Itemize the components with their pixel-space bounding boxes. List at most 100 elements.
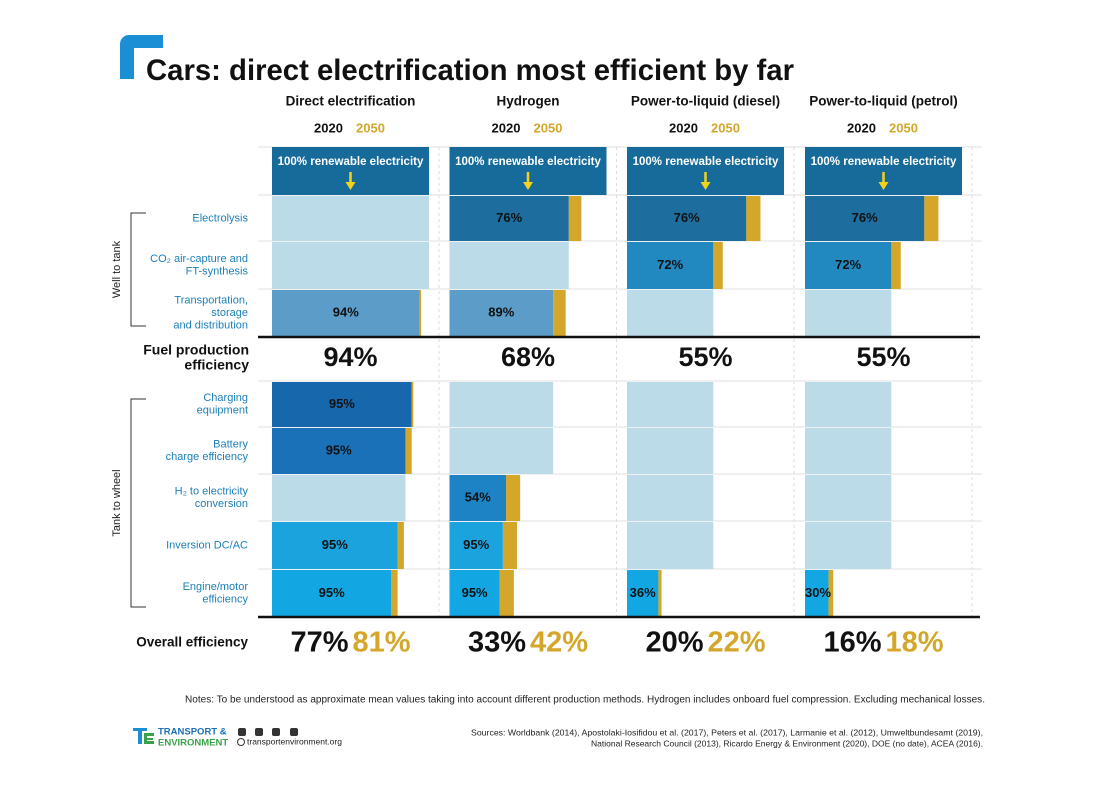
step-bar xyxy=(805,196,925,241)
step-bar-2050 xyxy=(891,242,901,289)
stage-label: CO₂ air-capture and xyxy=(150,253,248,265)
social-icon xyxy=(272,728,280,736)
stage-label: equipment xyxy=(197,405,248,417)
pass-bar xyxy=(272,242,429,289)
step-label: 76% xyxy=(674,210,700,225)
source-label: 100% renewable electricity xyxy=(811,156,957,168)
step-bar-2050 xyxy=(405,428,412,474)
pathway-name: Hydrogen xyxy=(496,94,559,109)
pass-bar xyxy=(449,382,554,427)
overall-efficiency: 18% xyxy=(885,627,943,659)
pass-bar xyxy=(627,522,714,569)
year-label: 2020 xyxy=(314,120,343,135)
step-bar xyxy=(449,290,554,336)
step-bar-2050 xyxy=(506,475,521,521)
group-label: Well to tank xyxy=(111,240,123,298)
pathway-name: Direct electrification xyxy=(286,94,416,109)
stage-label: Electrolysis xyxy=(192,212,248,224)
stage-label: FT-synthesis xyxy=(186,266,249,278)
year-label: 2020 xyxy=(847,120,876,135)
stage-label: H₂ to electricity xyxy=(175,486,249,498)
step-label: 30% xyxy=(805,585,831,600)
social-icon xyxy=(238,728,246,736)
overall-efficiency: 42% xyxy=(530,627,588,659)
fuel-efficiency: 55% xyxy=(856,342,910,372)
overall-efficiency: 33% xyxy=(468,627,526,659)
stage-label: Inversion DC/AC xyxy=(166,539,248,551)
step-bar-2050 xyxy=(553,290,566,336)
pass-bar xyxy=(449,428,554,474)
step-bar-2050 xyxy=(746,196,761,241)
overall-efficiency: 20% xyxy=(645,627,703,659)
sources: Sources: Worldbank (2014), Apostolaki-Io… xyxy=(471,727,983,737)
year-label: 2020 xyxy=(669,120,698,135)
step-label: 95% xyxy=(329,396,355,411)
step-bar-2050 xyxy=(658,570,662,617)
step-label: 72% xyxy=(835,257,861,272)
step-label: 95% xyxy=(326,442,352,457)
stage-label: storage xyxy=(211,307,248,319)
pass-bar xyxy=(272,196,429,241)
stage-label: Battery xyxy=(213,439,248,451)
step-label: 76% xyxy=(496,210,522,225)
step-bar-2050 xyxy=(499,570,514,617)
step-bar xyxy=(449,570,500,617)
pathway-name: Power-to-liquid (petrol) xyxy=(809,94,957,109)
logo-t-stem xyxy=(138,728,142,744)
fuel-efficiency: 55% xyxy=(678,342,732,372)
pass-bar xyxy=(627,428,714,474)
step-label: 95% xyxy=(462,585,488,600)
step-label: 76% xyxy=(852,210,878,225)
year-label: 2050 xyxy=(356,120,385,135)
step-label: 36% xyxy=(630,585,656,600)
step-label: 95% xyxy=(322,537,348,552)
logo-text: ENVIRONMENT xyxy=(158,738,228,749)
corner-mark xyxy=(120,35,163,79)
group-bracket xyxy=(130,398,146,608)
pass-bar xyxy=(805,428,892,474)
pass-bar xyxy=(805,475,892,521)
stage-label: Transportation, xyxy=(174,294,248,306)
stage-label: conversion xyxy=(195,498,248,510)
source-arrowhead xyxy=(878,182,889,190)
step-bar-2050 xyxy=(924,196,939,241)
overall-efficiency: 16% xyxy=(823,627,881,659)
step-bar xyxy=(449,522,503,569)
step-bar xyxy=(627,196,747,241)
source-arrowhead xyxy=(700,182,711,190)
step-bar xyxy=(272,382,412,427)
pass-bar xyxy=(627,290,714,336)
step-bar xyxy=(805,242,892,289)
stage-label: Engine/motor xyxy=(183,581,249,593)
logo-url: transportenvironment.org xyxy=(247,736,342,746)
year-label: 2020 xyxy=(492,120,521,135)
step-bar xyxy=(272,290,420,336)
step-bar-2050 xyxy=(391,570,398,617)
step-label: 94% xyxy=(333,304,359,319)
step-bar-2050 xyxy=(411,382,414,427)
step-bar-2050 xyxy=(713,242,723,289)
group-label: Tank to wheel xyxy=(111,469,123,536)
logo-e xyxy=(144,733,154,744)
step-label: 95% xyxy=(463,537,489,552)
pass-bar xyxy=(272,475,406,521)
chart-title: Cars: direct electrification most effici… xyxy=(146,54,794,87)
source-label: 100% renewable electricity xyxy=(278,156,424,168)
step-bar-2050 xyxy=(502,522,518,569)
sources: National Research Council (2013), Ricard… xyxy=(591,738,983,748)
web-icon xyxy=(237,738,245,746)
fuel-efficiency: 94% xyxy=(323,342,377,372)
pathway-name: Power-to-liquid (diesel) xyxy=(631,94,780,109)
source-arrowhead xyxy=(523,182,533,190)
stage-label: charge efficiency xyxy=(166,451,249,463)
step-bar-2050 xyxy=(828,570,834,617)
social-icon xyxy=(255,728,263,736)
overall-label: Overall efficiency xyxy=(136,635,248,650)
stage-label: Charging xyxy=(203,392,248,404)
year-label: 2050 xyxy=(889,120,918,135)
step-bar xyxy=(627,242,714,289)
step-bar xyxy=(272,570,392,617)
pass-bar xyxy=(627,382,714,427)
